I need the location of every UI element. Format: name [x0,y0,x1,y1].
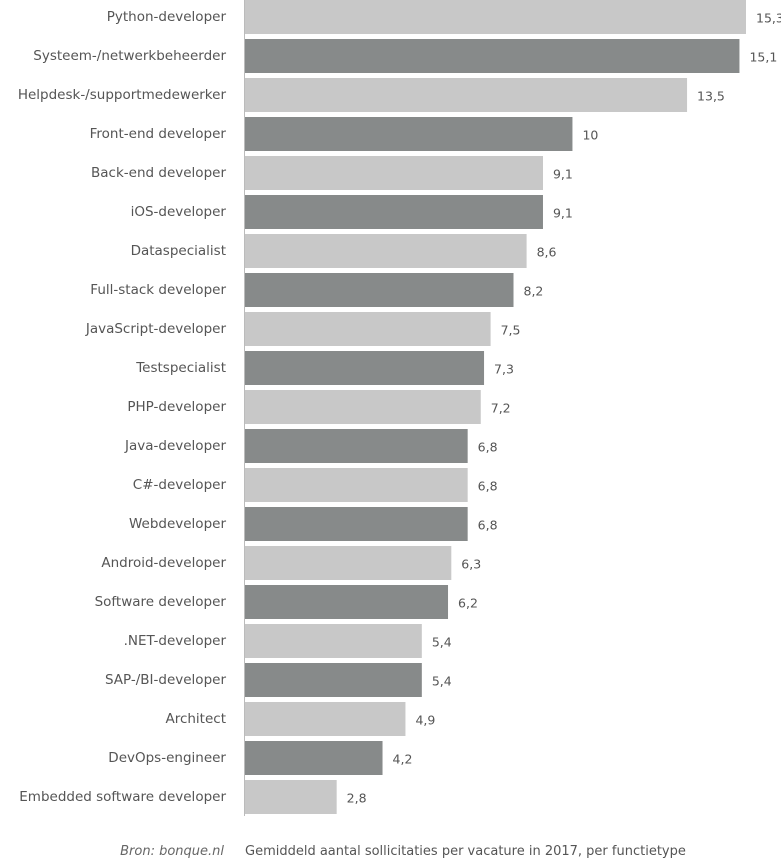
value-label-full-stack-developer: 8,2 [524,284,544,299]
bar-c-developer [245,468,468,502]
value-label-java-developer: 6,8 [478,440,498,455]
category-label-javascript-developer: JavaScript-developer [85,321,227,337]
bar-net-developer [245,624,422,658]
bar-front-end-developer [245,117,573,151]
bar-embedded-software-developer [245,780,337,814]
value-label-javascript-developer: 7,5 [501,323,521,338]
bar-back-end-developer [245,156,543,190]
category-label-python-developer: Python-developer [107,9,227,25]
category-label-ios-developer: iOS-developer [131,204,227,220]
bar-sap-bi-developer [245,663,422,697]
value-label-helpdesk-supportmedewerker: 13,5 [697,89,725,104]
bar-ios-developer [245,195,543,229]
category-label-back-end-developer: Back-end developer [91,165,226,181]
value-label-net-developer: 5,4 [432,635,452,650]
bar-full-stack-developer [245,273,514,307]
category-label-full-stack-developer: Full-stack developer [90,282,226,298]
bar-architect [245,702,406,736]
value-label-architect: 4,9 [415,713,435,728]
value-label-android-developer: 6,3 [461,557,481,572]
value-label-software-developer: 6,2 [458,596,478,611]
category-label-testspecialist: Testspecialist [135,360,226,376]
category-label-java-developer: Java-developer [124,438,226,454]
bar-helpdesk-supportmedewerker [245,78,688,112]
category-label-webdeveloper: Webdeveloper [129,516,226,532]
value-label-back-end-developer: 9,1 [553,167,573,182]
value-label-embedded-software-developer: 2,8 [347,791,367,806]
value-label-python-developer: 15,3 [756,11,781,26]
bar-python-developer [245,0,746,34]
category-label-sap-bi-developer: SAP-/BI-developer [105,672,226,688]
value-label-php-developer: 7,2 [491,401,511,416]
category-label-devops-engineer: DevOps-engineer [108,750,226,766]
category-label-php-developer: PHP-developer [127,399,226,415]
category-label-architect: Architect [165,711,226,727]
category-label-front-end-developer: Front-end developer [90,126,227,142]
bar-javascript-developer [245,312,491,346]
value-label-devops-engineer: 4,2 [393,752,413,767]
value-label-c-developer: 6,8 [478,479,498,494]
category-label-helpdesk-supportmedewerker: Helpdesk-/supportmedewerker [18,87,227,103]
category-label-systeem-netwerkbeheerder: Systeem-/netwerkbeheerder [33,48,226,64]
bar-dataspecialist [245,234,527,268]
value-label-sap-bi-developer: 5,4 [432,674,452,689]
value-label-webdeveloper: 6,8 [478,518,498,533]
source-label: Bron: bonque.nl [120,844,224,859]
category-label-c-developer: C#-developer [133,477,227,493]
bar-software-developer [245,585,449,619]
bar-php-developer [245,390,481,424]
category-label-software-developer: Software developer [95,594,227,610]
value-label-dataspecialist: 8,6 [537,245,557,260]
bar-systeem-netwerkbeheerder [245,39,740,73]
value-label-ios-developer: 9,1 [553,206,573,221]
category-label-embedded-software-developer: Embedded software developer [19,789,226,805]
bar-java-developer [245,429,468,463]
chart-caption: Gemiddeld aantal sollicitaties per vacat… [245,844,686,859]
bar-testspecialist [245,351,485,385]
category-label-dataspecialist: Dataspecialist [131,243,226,259]
value-label-testspecialist: 7,3 [494,362,514,377]
bar-devops-engineer [245,741,383,775]
bar-android-developer [245,546,452,580]
bar-webdeveloper [245,507,468,541]
category-label-net-developer: .NET-developer [124,633,227,649]
category-label-android-developer: Android-developer [101,555,226,571]
value-label-systeem-netwerkbeheerder: 15,1 [749,50,777,65]
value-label-front-end-developer: 10 [582,128,598,143]
